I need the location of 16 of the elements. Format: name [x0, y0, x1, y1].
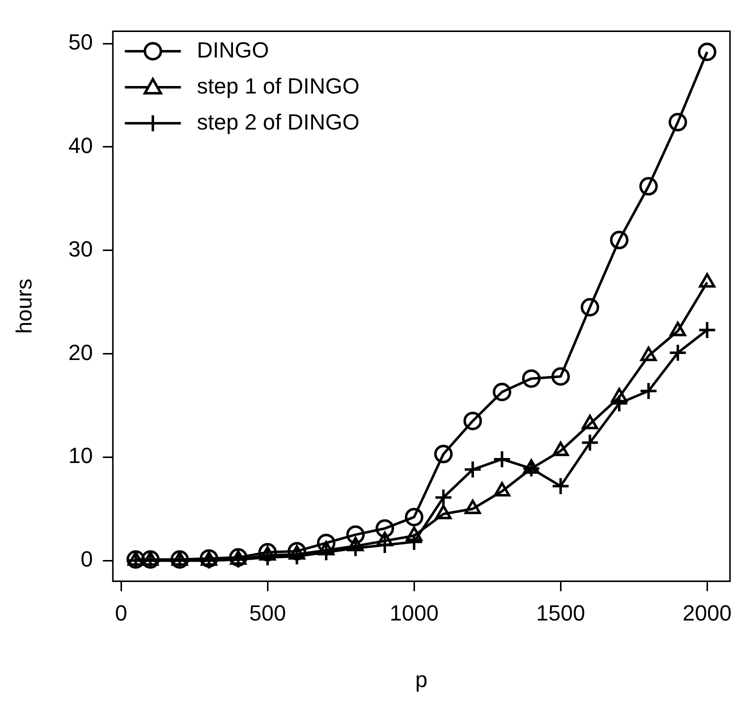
y-tick-label: 30	[68, 236, 93, 262]
legend-label: DINGO	[196, 37, 269, 62]
y-tick-label: 20	[68, 340, 93, 365]
y-tick-label: 0	[80, 546, 93, 572]
x-tick-label: 500	[249, 600, 286, 626]
y-tick-label: 50	[68, 30, 93, 55]
y-tick-label: 40	[68, 133, 93, 158]
x-axis-title: p	[415, 666, 428, 692]
x-tick-label: 2000	[682, 600, 732, 626]
x-tick-label: 0	[114, 600, 128, 626]
legend-label: step 1 of DINGO	[196, 73, 360, 98]
x-tick-label: 1500	[536, 600, 586, 626]
legend-label: step 2 of DINGO	[196, 109, 360, 134]
y-tick-label: 10	[68, 443, 93, 468]
x-tick-label: 1000	[390, 600, 439, 626]
y-axis-title: hours	[11, 278, 36, 334]
